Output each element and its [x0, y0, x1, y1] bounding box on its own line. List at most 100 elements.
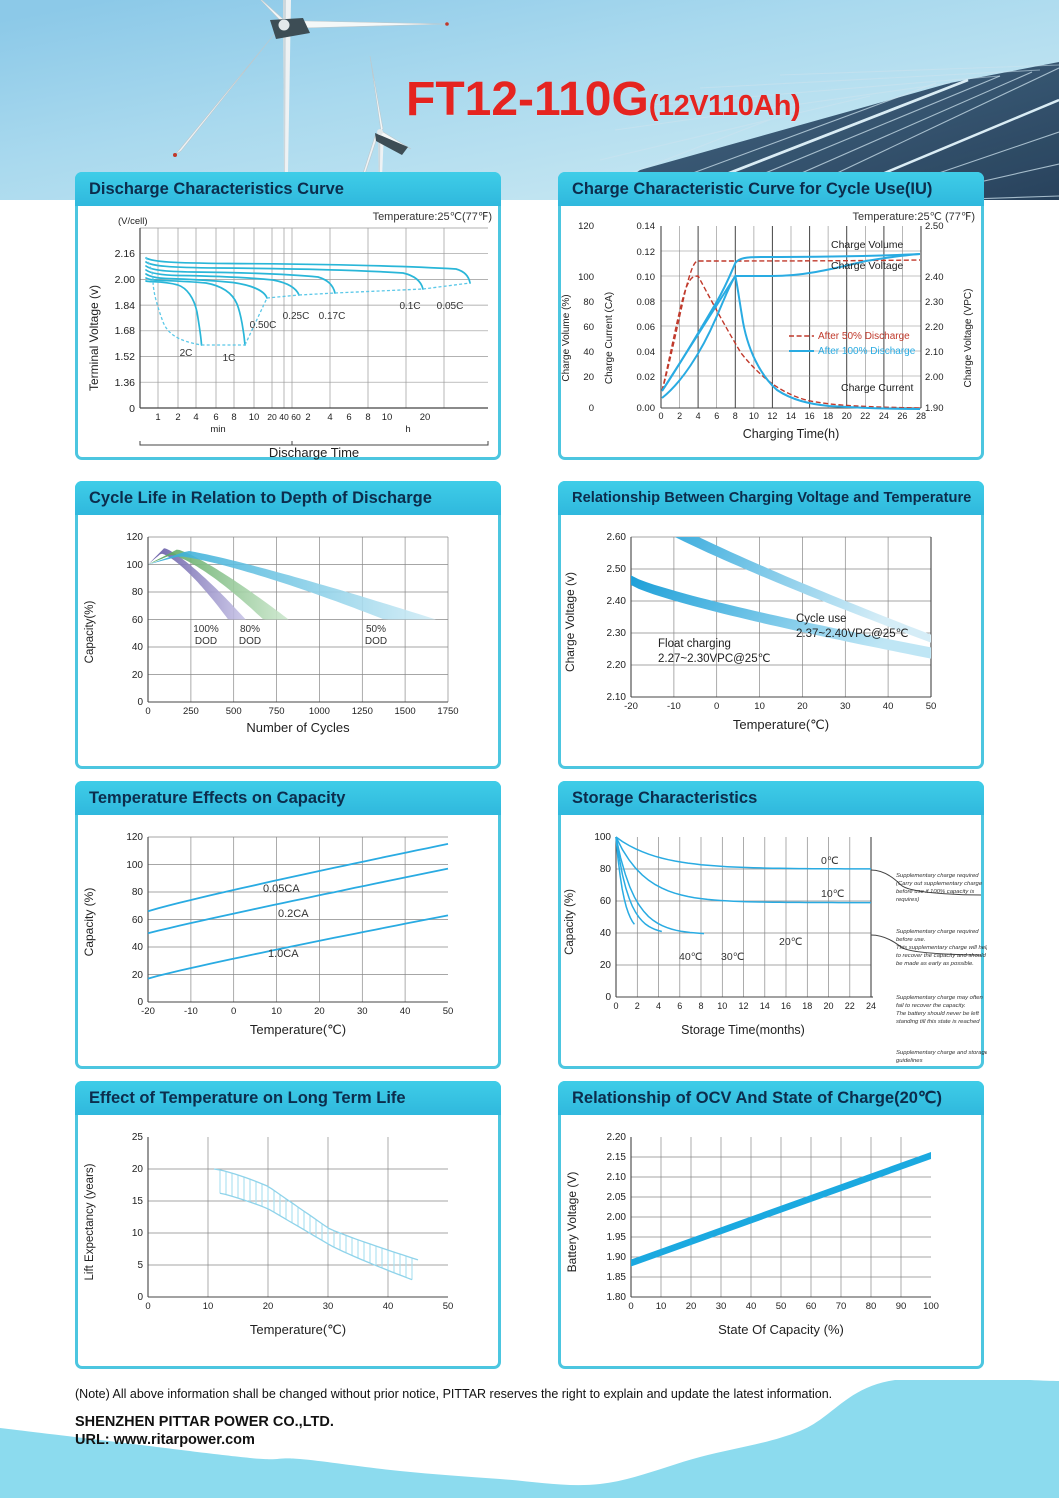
- svg-text:4: 4: [696, 411, 701, 421]
- svg-text:2.00: 2.00: [115, 274, 136, 286]
- svg-text:50: 50: [776, 1301, 787, 1312]
- svg-text:Temperature(℃): Temperature(℃): [250, 1322, 346, 1337]
- svg-text:18: 18: [823, 411, 833, 421]
- svg-text:2.05: 2.05: [607, 1192, 627, 1203]
- svg-text:6: 6: [346, 412, 351, 423]
- svg-text:12: 12: [738, 1001, 748, 1011]
- svg-text:(Carry out supplementary charg: (Carry out supplementary charge: [896, 881, 983, 887]
- svg-text:14: 14: [760, 1001, 770, 1011]
- svg-text:Number of Cycles: Number of Cycles: [246, 720, 350, 735]
- svg-text:30℃: 30℃: [721, 951, 745, 963]
- svg-text:Cycle use: Cycle use: [796, 613, 847, 625]
- svg-text:1.84: 1.84: [115, 300, 136, 312]
- svg-text:120: 120: [126, 832, 143, 843]
- svg-text:2.10: 2.10: [607, 1172, 627, 1183]
- svg-text:1500: 1500: [395, 706, 416, 717]
- svg-text:standing till this state is re: standing till this state is reached: [896, 1019, 980, 1025]
- svg-text:before use if 100% capacity is: before use if 100% capacity is: [896, 889, 974, 895]
- svg-text:60: 60: [806, 1301, 817, 1312]
- svg-text:22: 22: [860, 411, 870, 421]
- svg-text:0.06: 0.06: [637, 322, 656, 333]
- svg-text:40: 40: [132, 642, 144, 653]
- svg-text:0: 0: [129, 403, 135, 415]
- svg-text:before use.: before use.: [896, 937, 925, 943]
- svg-text:10: 10: [754, 701, 765, 712]
- svg-text:0: 0: [658, 411, 663, 421]
- svg-text:Temperature(℃): Temperature(℃): [733, 717, 829, 732]
- svg-text:0.08: 0.08: [637, 297, 656, 308]
- svg-text:25: 25: [132, 1132, 144, 1143]
- svg-text:100: 100: [594, 832, 611, 843]
- svg-text:requires): requires): [896, 897, 919, 903]
- svg-text:90: 90: [896, 1301, 907, 1312]
- svg-text:DOD: DOD: [195, 636, 217, 647]
- svg-text:14: 14: [786, 411, 796, 421]
- svg-text:20: 20: [686, 1301, 697, 1312]
- svg-text:10: 10: [203, 1301, 214, 1312]
- svg-text:Charge Voltage: Charge Voltage: [831, 260, 904, 272]
- svg-text:Terminal Voltage (v): Terminal Voltage (v): [87, 285, 101, 391]
- svg-text:2.20: 2.20: [607, 1132, 627, 1143]
- svg-text:Float charging: Float charging: [658, 638, 731, 650]
- svg-text:This supplementary charge will: This supplementary charge will help: [896, 945, 987, 951]
- svg-text:2: 2: [175, 412, 180, 423]
- svg-text:1.90: 1.90: [925, 403, 944, 414]
- svg-text:2: 2: [677, 411, 682, 421]
- svg-text:2.37~2.40VPC@25℃: 2.37~2.40VPC@25℃: [796, 628, 909, 640]
- svg-text:4: 4: [193, 412, 198, 423]
- svg-text:1.52: 1.52: [115, 351, 136, 363]
- svg-text:DOD: DOD: [239, 636, 261, 647]
- svg-text:10℃: 10℃: [821, 888, 845, 900]
- svg-text:80: 80: [132, 587, 144, 598]
- svg-text:80: 80: [866, 1301, 877, 1312]
- svg-text:0.10: 0.10: [637, 272, 656, 283]
- svg-text:22: 22: [845, 1001, 855, 1011]
- svg-text:(V/cell): (V/cell): [118, 216, 148, 227]
- svg-text:-10: -10: [667, 701, 681, 712]
- svg-text:120: 120: [126, 532, 143, 543]
- svg-text:guidelines: guidelines: [896, 1058, 923, 1064]
- svg-text:20: 20: [132, 970, 144, 981]
- svg-text:24: 24: [879, 411, 889, 421]
- svg-text:0: 0: [628, 1301, 633, 1312]
- svg-text:2.15: 2.15: [607, 1152, 627, 1163]
- svg-text:0: 0: [137, 1292, 143, 1303]
- svg-text:60: 60: [583, 322, 594, 333]
- svg-text:80: 80: [132, 887, 144, 898]
- svg-text:6: 6: [714, 411, 719, 421]
- svg-text:Capacity(%): Capacity(%): [84, 601, 96, 664]
- svg-text:2.20: 2.20: [925, 322, 944, 333]
- svg-text:8: 8: [231, 412, 236, 423]
- svg-text:0: 0: [605, 992, 611, 1003]
- svg-text:40: 40: [600, 928, 612, 939]
- svg-text:2.10: 2.10: [925, 347, 944, 358]
- svg-text:100: 100: [578, 272, 594, 283]
- svg-text:-10: -10: [184, 1006, 198, 1017]
- svg-text:2.50: 2.50: [607, 564, 627, 575]
- svg-text:20: 20: [583, 372, 594, 383]
- svg-text:-20: -20: [624, 701, 638, 712]
- svg-text:10: 10: [656, 1301, 667, 1312]
- svg-text:6: 6: [677, 1001, 682, 1011]
- svg-text:The battery should never be le: The battery should never be left: [896, 1011, 979, 1017]
- svg-text:2.00: 2.00: [607, 1212, 627, 1223]
- svg-text:Storage Time(months): Storage Time(months): [681, 1023, 805, 1037]
- svg-text:0.25C: 0.25C: [283, 311, 310, 322]
- svg-text:30: 30: [840, 701, 851, 712]
- svg-text:2.30: 2.30: [607, 628, 627, 639]
- svg-text:Battery Voltage (V): Battery Voltage (V): [565, 1172, 579, 1273]
- svg-text:2.27~2.30VPC@25℃: 2.27~2.30VPC@25℃: [658, 653, 771, 665]
- svg-text:60: 60: [600, 896, 612, 907]
- svg-text:Supplementary charge may often: Supplementary charge may often: [896, 995, 983, 1001]
- svg-text:2C: 2C: [180, 348, 193, 359]
- svg-text:6: 6: [213, 412, 218, 423]
- svg-text:16: 16: [781, 1001, 791, 1011]
- svg-text:50: 50: [443, 1301, 454, 1312]
- svg-text:1250: 1250: [352, 706, 373, 717]
- svg-text:8: 8: [733, 411, 738, 421]
- svg-text:0.02: 0.02: [637, 372, 656, 383]
- svg-text:20: 20: [132, 670, 144, 681]
- svg-text:h: h: [405, 424, 410, 435]
- svg-text:20: 20: [600, 960, 612, 971]
- svg-text:10: 10: [249, 412, 260, 423]
